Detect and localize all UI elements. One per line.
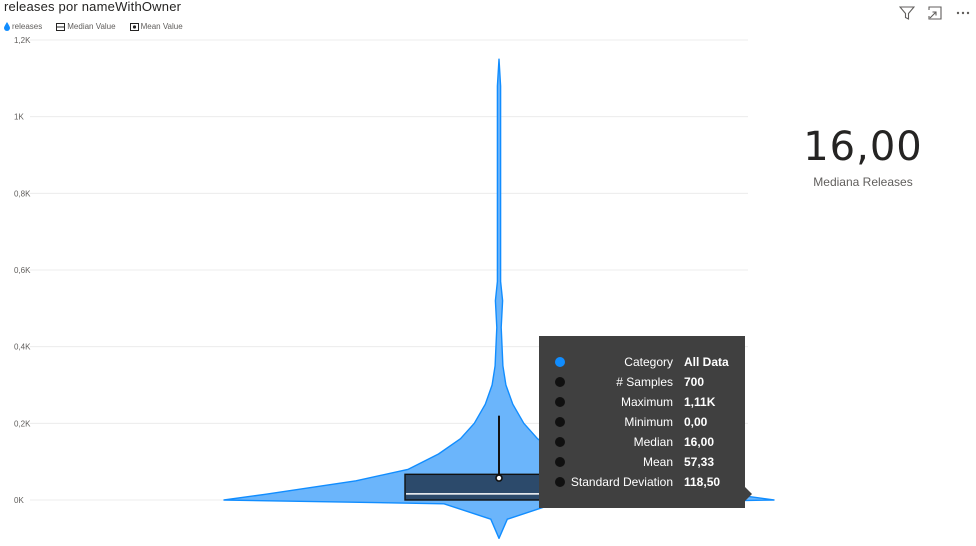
filter-icon[interactable] xyxy=(898,4,916,22)
series-dot-icon xyxy=(555,457,565,467)
tooltip-key: # Samples xyxy=(616,375,673,389)
tooltip-row: # Samples 700 xyxy=(539,373,745,393)
legend-label: Mean Value xyxy=(140,22,183,31)
tooltip-key: Median xyxy=(633,435,673,449)
legend-item-median[interactable]: Median Value xyxy=(56,22,116,31)
tooltip-key: Maximum xyxy=(620,395,673,409)
tooltip-key: Category xyxy=(624,355,673,369)
tooltip-value: 0,00 xyxy=(684,415,708,429)
tooltip-row: Minimum 0,00 xyxy=(539,413,745,433)
series-dot-icon xyxy=(555,477,565,487)
tooltip-value: 700 xyxy=(684,375,705,389)
series-dot-icon xyxy=(555,417,565,427)
y-tick-label: 0,8K xyxy=(14,189,31,198)
y-tick-label: 0,6K xyxy=(14,266,31,275)
tooltip-row: Category All Data xyxy=(539,353,745,373)
droplet-icon xyxy=(4,22,10,31)
series-dot-icon xyxy=(555,397,565,407)
tooltip-key: Standard Deviation xyxy=(570,475,673,489)
tooltip-value: All Data xyxy=(684,355,729,369)
tooltip-row: Maximum 1,11K xyxy=(539,393,745,413)
data-tooltip: Category All Data # Samples 700 Maximum 1,11K… xyxy=(539,336,745,508)
more-options-icon[interactable] xyxy=(954,4,972,22)
chart-title: releases por nameWithOwner xyxy=(4,0,182,14)
tooltip-row: Standard Deviation 118,50 xyxy=(539,473,745,493)
kpi-label: Mediana Releases xyxy=(813,175,913,189)
focus-mode-icon[interactable] xyxy=(926,4,944,22)
legend-item-releases[interactable]: releases xyxy=(4,22,42,31)
tooltip-key: Minimum xyxy=(624,415,673,429)
tooltip-arrow xyxy=(745,487,752,501)
tooltip-key: Mean xyxy=(642,455,673,469)
y-tick-label: 0K xyxy=(14,496,24,505)
tooltip-row: Mean 57,33 xyxy=(539,453,745,473)
legend-label: releases xyxy=(12,22,43,31)
series-dot-icon xyxy=(555,437,565,447)
tooltip-row: Median 16,00 xyxy=(539,433,745,453)
mean-box-icon xyxy=(129,22,139,31)
tooltip-value: 57,33 xyxy=(684,455,715,469)
violin-shape xyxy=(223,58,775,539)
mean-marker xyxy=(495,474,503,482)
legend: releases Median Value Mean Value xyxy=(4,22,183,31)
kpi-value: 16,00 xyxy=(803,124,923,170)
legend-label: Median Value xyxy=(67,22,116,31)
tooltip-value: 1,11K xyxy=(684,395,716,409)
series-dot-icon xyxy=(555,357,565,367)
y-tick-label: 0,4K xyxy=(14,343,31,352)
y-tick-label: 1,2K xyxy=(14,36,31,45)
y-tick-label: 1K xyxy=(14,113,24,122)
legend-item-mean[interactable]: Mean Value xyxy=(129,22,183,31)
series-dot-icon xyxy=(555,377,565,387)
tooltip-value: 118,50 xyxy=(684,475,721,489)
y-tick-label: 0,2K xyxy=(14,419,31,428)
tooltip-value: 16,00 xyxy=(684,435,715,449)
median-box-icon xyxy=(56,22,66,31)
